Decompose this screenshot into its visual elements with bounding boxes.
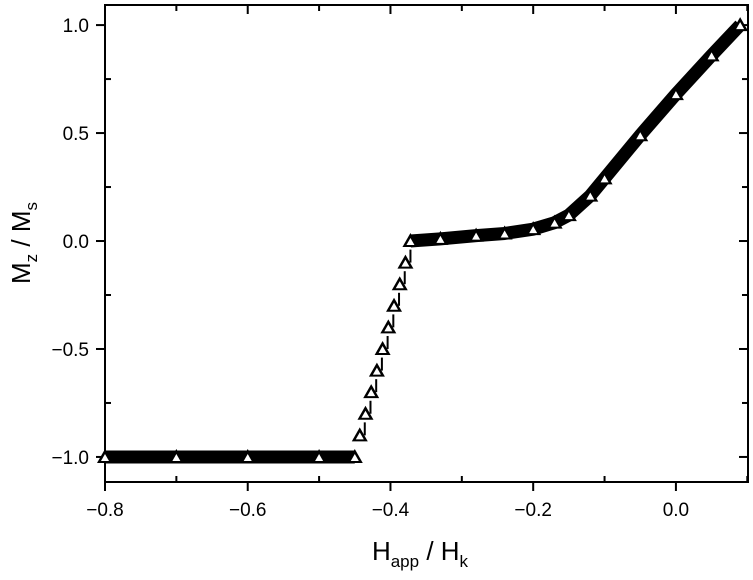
data-point-marker-inner	[472, 232, 481, 240]
data-point-marker-inner	[707, 52, 716, 60]
x-tick-label: −0.6	[229, 500, 267, 521]
data-point-marker-inner	[355, 432, 364, 440]
x-tick-label: −0.2	[514, 500, 552, 521]
series-band	[409, 20, 745, 248]
data-point-marker-inner	[367, 389, 376, 397]
data-point-marker-inner	[384, 324, 393, 332]
data-point-marker-inner	[350, 453, 359, 461]
data-point-marker-inner	[390, 302, 399, 310]
data-point-marker-inner	[636, 132, 645, 140]
data-point-marker-inner	[600, 175, 609, 183]
y-tick-label: −0.5	[51, 340, 89, 361]
data-point-marker-inner	[372, 367, 381, 375]
data-point-marker-inner	[243, 453, 252, 461]
data-point-marker-inner	[436, 235, 445, 243]
x-tick-label: 0.0	[663, 500, 689, 521]
data-point-marker-inner	[586, 192, 595, 200]
data-point-marker-inner	[172, 453, 181, 461]
data-point-marker-inner	[101, 453, 109, 461]
y-tick-label: 0.5	[63, 124, 89, 145]
data-point-marker-inner	[550, 219, 559, 227]
data-point-marker-inner	[395, 281, 404, 289]
x-tick-label: −0.8	[86, 500, 124, 521]
data-point-marker-inner	[500, 230, 509, 238]
x-tick-label: −0.4	[372, 500, 410, 521]
data-point-marker-inner	[564, 212, 573, 220]
data-point-marker-inner	[315, 453, 324, 461]
data-point-marker-inner	[361, 410, 370, 418]
data-point-marker-inner	[406, 238, 415, 246]
y-axis-label: Mz / Ms	[6, 202, 41, 284]
x-axis-label: Happ / Hk	[372, 536, 469, 571]
data-point-marker-inner	[671, 91, 680, 99]
data-point-marker-inner	[529, 226, 538, 234]
data-point-marker-inner	[736, 22, 745, 30]
y-tick-label: 1.0	[63, 16, 89, 37]
y-tick-label: 0.0	[63, 232, 89, 253]
y-tick-label: −1.0	[51, 448, 89, 469]
plot-frame	[104, 4, 749, 483]
data-point-marker-inner	[401, 259, 410, 267]
data-point-marker-inner	[378, 345, 387, 353]
